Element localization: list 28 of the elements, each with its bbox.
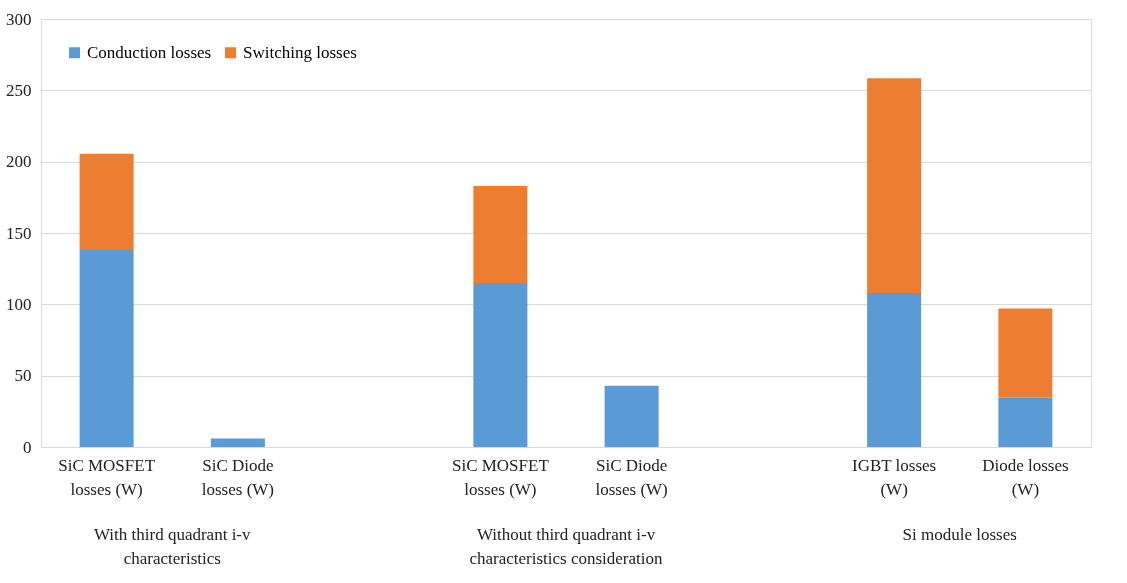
y-tick-label: 50 (14, 366, 32, 386)
x-tick-label: SiC Diode losses (W) (201, 455, 274, 499)
x-tick-label: Diode losses (W) (982, 455, 1069, 499)
bar (79, 250, 134, 447)
y-tick-label: 100 (6, 294, 32, 314)
legend-label: Conduction losses (87, 42, 212, 62)
y-tick-label: 250 (6, 80, 32, 100)
bar (998, 397, 1053, 447)
bar (210, 438, 265, 447)
y-tick-label: 300 (6, 9, 32, 29)
bar (867, 292, 922, 447)
bar (79, 153, 134, 251)
x-tick-label: SiC Diode losses (W) (595, 455, 668, 499)
y-tick-label: 150 (6, 223, 32, 243)
bar (473, 282, 528, 447)
x-tick-label: SiC MOSFET losses (W) (58, 455, 156, 499)
text: Without third quadrant i-v characteristics consideration (469, 525, 664, 568)
y-tick-label: 200 (6, 152, 32, 172)
bar (867, 78, 922, 293)
legend-label: Switching losses (243, 42, 357, 62)
x-tick-label: IGBT losses (W) (852, 455, 937, 499)
x-tick-label: SiC MOSFET losses (W) (451, 455, 550, 499)
bar (473, 185, 528, 283)
text: With third quadrant i-v characteristics (93, 525, 252, 568)
bar (604, 385, 659, 447)
text: Si module losses (902, 525, 1017, 544)
bar (998, 308, 1053, 398)
y-tick-label: 0 (23, 437, 32, 457)
